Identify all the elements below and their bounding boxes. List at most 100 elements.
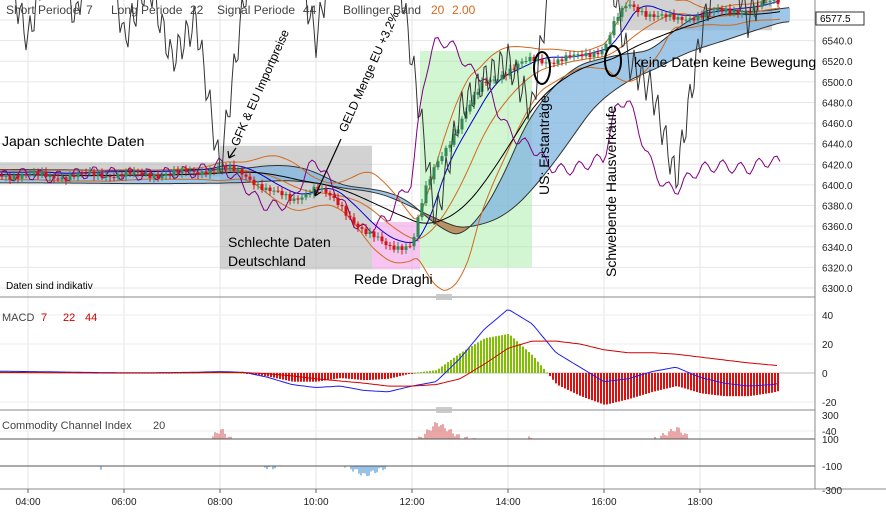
candle-body xyxy=(461,119,464,130)
candle-body xyxy=(469,105,472,112)
candle-body xyxy=(97,173,100,176)
candle-body xyxy=(629,5,632,7)
candle-body xyxy=(393,246,396,250)
cci-overbought-fill xyxy=(672,431,674,439)
candle-body xyxy=(173,170,176,175)
cloud-segment xyxy=(584,63,586,121)
bollinger-period: 20 xyxy=(431,3,445,17)
macd-histogram-bar xyxy=(363,373,365,380)
candle-body xyxy=(389,245,392,246)
cci-overbought-fill xyxy=(666,436,668,439)
cloud-segment xyxy=(576,67,578,132)
macd-histogram-bar xyxy=(627,373,629,399)
cci-oversold-fill xyxy=(372,466,374,470)
cloud-segment xyxy=(282,166,284,181)
candle-body xyxy=(77,173,80,177)
cloud-segment xyxy=(782,8,784,22)
candle-body xyxy=(157,175,160,178)
candle-body xyxy=(561,59,564,61)
cloud-segment xyxy=(512,151,514,209)
candle-body xyxy=(237,169,240,171)
macd-histogram-bar xyxy=(288,373,290,381)
cci-label: Commodity Channel Index xyxy=(2,420,132,432)
cloud-segment xyxy=(690,19,692,52)
macd-histogram-bar xyxy=(528,352,530,373)
cloud-segment xyxy=(498,181,500,218)
current-price-label: 6577.5 xyxy=(820,14,851,25)
cci-overbought-fill xyxy=(224,434,226,439)
candle-body xyxy=(645,11,648,17)
macd-histogram-bar xyxy=(348,373,350,379)
candle-body xyxy=(17,176,20,179)
macd-histogram-bar xyxy=(543,369,545,373)
cloud-segment xyxy=(774,9,776,24)
macd-histogram-bar xyxy=(615,373,617,402)
cloud-segment xyxy=(284,166,286,181)
cci-overbought-fill xyxy=(442,424,444,439)
macd-histogram-bar xyxy=(333,373,335,379)
price-tick-label: 6340.0 xyxy=(822,243,853,254)
candle-body xyxy=(309,194,312,195)
candle-body xyxy=(433,167,436,179)
macd-histogram-bar xyxy=(537,362,539,373)
cloud-segment xyxy=(600,59,602,103)
candle-body xyxy=(697,15,700,20)
cci-overbought-fill xyxy=(220,429,222,439)
candle-body xyxy=(721,9,724,12)
price-tick-label: 6420.0 xyxy=(822,160,853,171)
cci-overbought-fill xyxy=(456,434,458,439)
candle-body xyxy=(769,1,772,2)
cloud-segment xyxy=(784,8,786,22)
candle-body xyxy=(577,54,580,55)
macd-histogram-bar xyxy=(771,373,773,393)
macd-histogram-bar xyxy=(567,373,569,390)
cloud-segment xyxy=(458,227,460,234)
macd-histogram-bar xyxy=(609,373,611,404)
candle-body xyxy=(121,174,124,176)
cloud-segment xyxy=(574,68,576,135)
candle-body xyxy=(601,51,604,54)
annotation-hausverkaeufe: Schwebende Hausverkäufe xyxy=(603,106,619,277)
macd-histogram-bar xyxy=(684,373,686,388)
cloud-segment xyxy=(516,142,518,206)
cci-oversold-fill xyxy=(376,466,378,472)
cloud-segment xyxy=(778,9,780,24)
candle-body xyxy=(205,171,208,174)
candle-body xyxy=(257,184,260,185)
macd-histogram-bar xyxy=(315,373,317,382)
price-tick-label: 6520.0 xyxy=(822,57,853,68)
price-tick-label: 6480.0 xyxy=(822,98,853,109)
candle-body xyxy=(641,11,644,12)
candle-body xyxy=(589,53,592,57)
candle-body xyxy=(545,62,548,63)
macd-histogram-bar xyxy=(588,373,590,399)
cloud-segment xyxy=(496,185,498,219)
candle-body xyxy=(609,35,612,44)
candle-body xyxy=(305,194,308,197)
macd-histogram-bar xyxy=(549,373,551,376)
candle-body xyxy=(245,175,248,177)
macd-histogram-bar xyxy=(489,337,491,373)
macd-histogram-bar xyxy=(378,373,380,379)
candle-body xyxy=(693,18,696,20)
candle-body xyxy=(357,224,360,228)
cloud-segment xyxy=(624,54,626,84)
cci-oversold-fill xyxy=(352,466,354,472)
macd-histogram-bar xyxy=(585,373,587,398)
macd-histogram-bar xyxy=(711,373,713,395)
candle-body xyxy=(585,53,588,56)
candle-body xyxy=(69,175,72,180)
cloud-segment xyxy=(586,62,588,117)
cloud-segment xyxy=(688,20,690,53)
candle-body xyxy=(93,171,96,175)
cci-overbought-fill xyxy=(430,431,432,439)
candle-body xyxy=(657,16,660,17)
candle-body xyxy=(149,173,152,178)
candle-body xyxy=(733,11,736,13)
macd-histogram-bar xyxy=(441,366,443,373)
candle-body xyxy=(701,15,704,17)
cloud-segment xyxy=(528,119,530,194)
candle-body xyxy=(777,0,780,4)
candle-body xyxy=(621,8,624,17)
candle-body xyxy=(765,2,768,3)
